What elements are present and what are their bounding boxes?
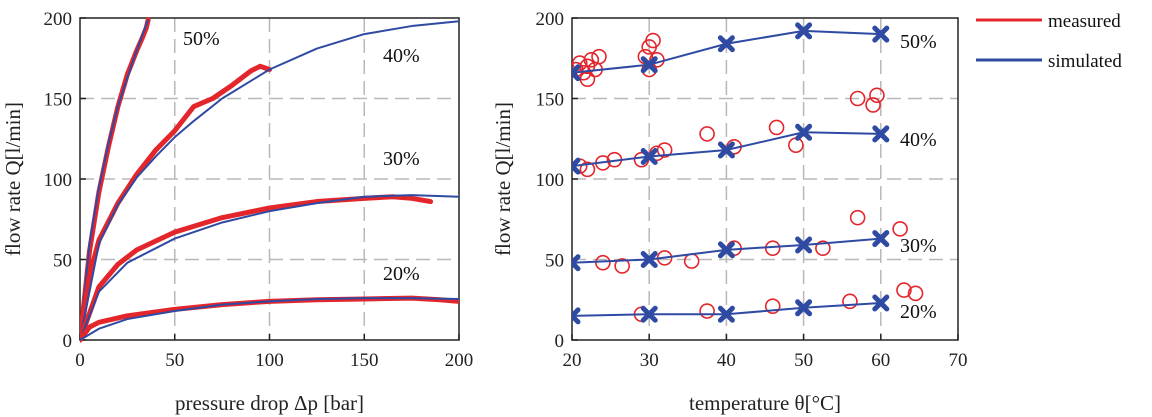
simulated-point (872, 294, 890, 312)
legend-label-measured: measured (1048, 11, 1121, 32)
x-tick-label: 100 (255, 350, 284, 371)
series-annotation: 20% (383, 263, 420, 285)
y-tick-label: 100 (44, 170, 73, 191)
series-annotation: 20% (900, 301, 937, 323)
series-40pct (80, 20, 459, 343)
y-tick-label: 100 (536, 170, 565, 191)
measured-line (80, 194, 434, 343)
series-annotation: 50% (183, 28, 220, 50)
y-axis-label: flow rate Q[l/min] (491, 102, 515, 256)
measured-point (842, 293, 858, 310)
simulated-point (717, 241, 735, 259)
x-tick-label: 50 (794, 350, 813, 371)
x-tick-label: 50 (165, 350, 184, 371)
measured-point (768, 119, 785, 136)
simulated-point (572, 254, 581, 272)
series-annotation: 40% (900, 129, 937, 151)
simulated-point (640, 305, 658, 323)
measured-point (614, 258, 630, 274)
simulated-point (795, 299, 813, 317)
measured-point (699, 303, 715, 319)
plot-pressure-drop: 0 50 100 150 200 0 50 100 150 200 pressure drop Δp… (1, 9, 473, 415)
measured-point (595, 254, 611, 271)
simulated-point (640, 147, 658, 165)
x-tick-label: 20 (563, 350, 582, 371)
simulated-point (872, 25, 890, 43)
simulated-point (640, 56, 658, 74)
measured-point (683, 253, 700, 269)
measured-point (788, 137, 804, 153)
simulated-line (80, 297, 459, 341)
measured-point (645, 32, 661, 49)
measured-point (849, 209, 866, 226)
simulated-point (572, 64, 581, 82)
x-tick-label: 70 (949, 350, 968, 371)
series-annotation: 30% (383, 148, 420, 170)
simulated-line (80, 19, 150, 341)
measured-point (865, 97, 881, 113)
x-tick-label: 0 (75, 350, 85, 371)
measured-point (579, 161, 596, 178)
measured-point (572, 55, 588, 71)
series-40pct (572, 87, 890, 178)
simulated-point (640, 251, 658, 268)
measured-point (583, 52, 600, 68)
series-50pct (572, 22, 890, 87)
y-tick-label: 150 (536, 90, 565, 111)
series-20pct (572, 282, 924, 325)
simulated-point (717, 141, 735, 159)
simulated-point (795, 123, 813, 141)
measured-point (591, 48, 607, 65)
y-tick-label: 0 (63, 331, 73, 352)
simulated-line (80, 194, 459, 341)
x-tick-label: 40 (717, 350, 736, 371)
measured-point (892, 221, 908, 237)
series-annotation: 30% (900, 235, 937, 257)
series-annotation: 40% (383, 45, 420, 67)
measured-point (849, 90, 866, 107)
plot-temperature: 20 30 40 50 60 70 0 50 100 150 200 temperature θ[°C… (491, 9, 968, 415)
measured-line (80, 63, 272, 343)
simulated-point (717, 305, 735, 323)
x-tick-label: 200 (445, 350, 474, 371)
measured-point (869, 87, 885, 104)
simulated-point (572, 157, 581, 175)
series-annotation: 50% (900, 31, 937, 53)
legend-label-simulated: simulated (1048, 51, 1122, 72)
y-tick-label: 50 (545, 251, 564, 272)
series-50pct (80, 17, 151, 343)
y-tick-label: 200 (44, 9, 73, 30)
series-30pct (572, 209, 908, 274)
measured-point (907, 285, 924, 302)
simulated-point (872, 125, 890, 143)
y-tick-label: 150 (44, 90, 73, 111)
simulated-point (717, 35, 735, 53)
series-30pct (80, 194, 459, 343)
measured-point (896, 282, 912, 298)
simulated-line (80, 20, 459, 341)
simulated-point (872, 230, 890, 248)
x-axis-label: pressure drop Δp [bar] (175, 391, 364, 415)
x-tick-label: 60 (871, 350, 890, 371)
measured-point (699, 126, 715, 142)
simulated-point (795, 236, 813, 254)
simulated-point (572, 307, 581, 325)
y-tick-label: 200 (536, 9, 565, 30)
x-tick-label: 30 (640, 350, 659, 371)
measured-point (815, 240, 831, 257)
series-20pct (80, 295, 459, 343)
legend: measured simulated (976, 11, 1122, 72)
x-tick-label: 150 (350, 350, 379, 371)
y-tick-label: 50 (53, 251, 72, 272)
simulated-point (795, 22, 813, 40)
y-tick-label: 0 (555, 331, 565, 352)
measured-point (764, 298, 781, 314)
y-axis-label: flow rate Q[l/min] (1, 102, 25, 256)
x-axis-label: temperature θ[°C] (689, 391, 841, 415)
